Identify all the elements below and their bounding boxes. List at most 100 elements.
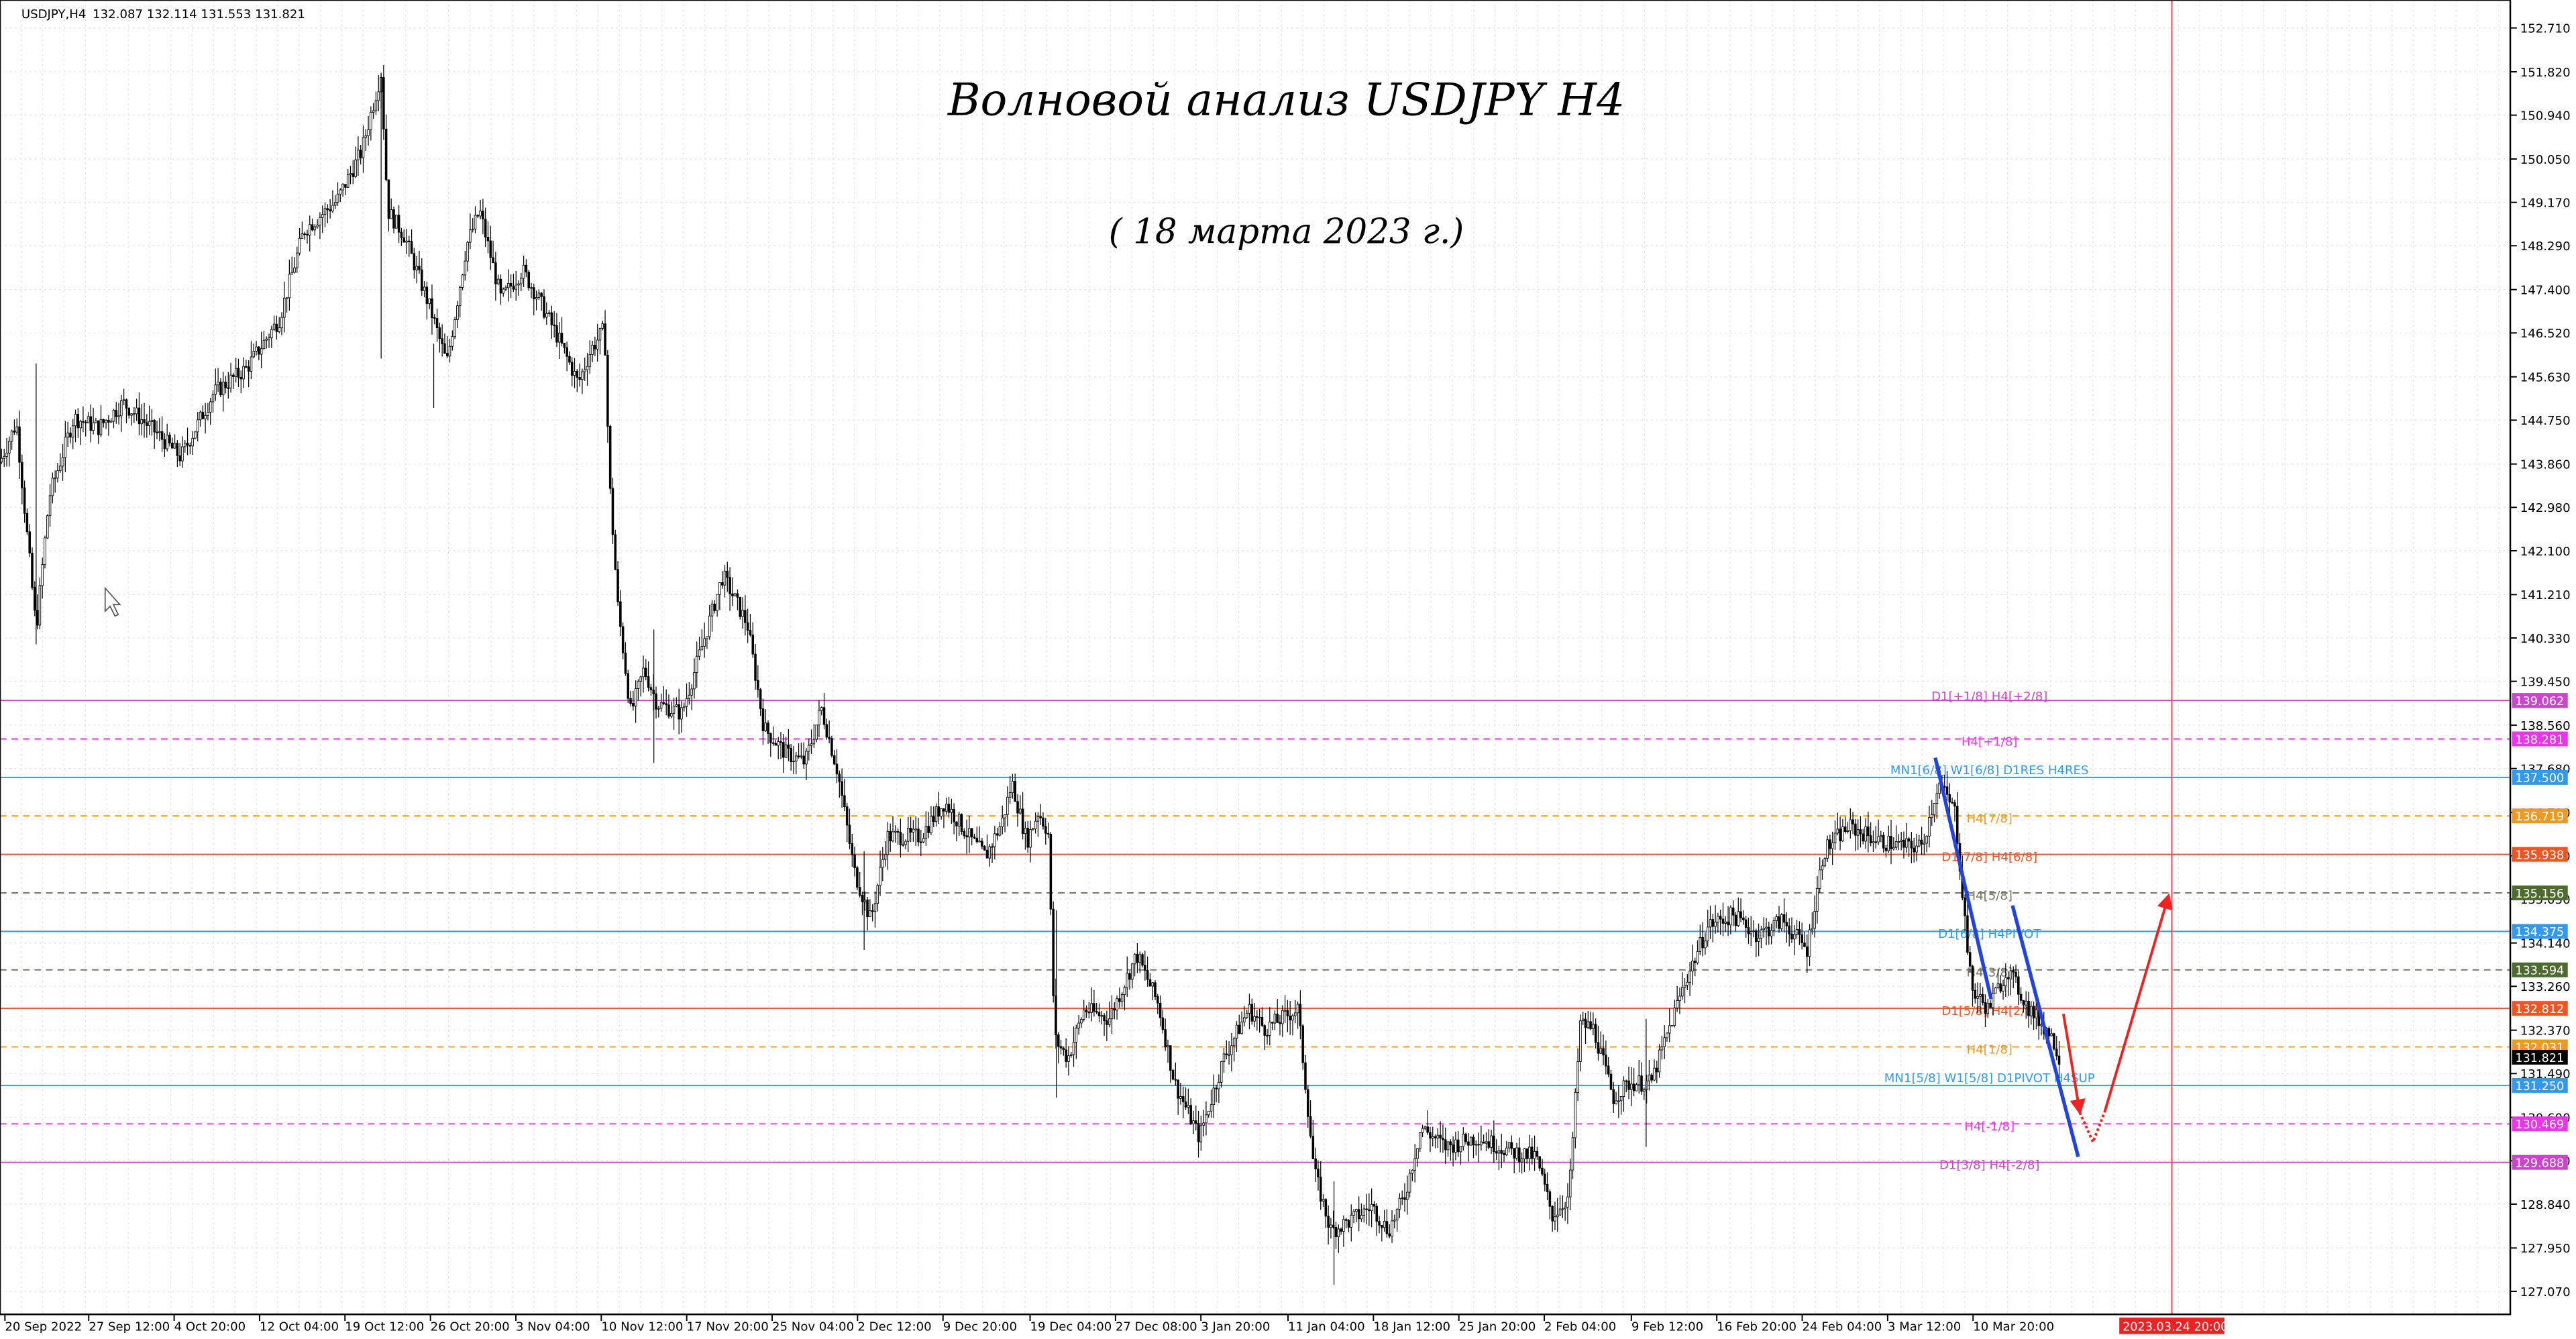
candle-body — [907, 828, 910, 842]
candle-body — [2025, 1000, 2027, 1006]
candle-body — [1851, 819, 1854, 824]
candle-body — [922, 838, 925, 843]
candle-body — [550, 312, 553, 325]
grid — [0, 0, 2511, 1315]
candle-body — [1831, 843, 1834, 849]
price-tick-label: 150.050 — [2520, 153, 2571, 167]
candle-body — [953, 808, 955, 822]
candle-body — [1653, 1067, 1656, 1081]
candle-body — [1065, 1049, 1067, 1062]
candle-body — [64, 437, 67, 458]
candle-body — [1057, 1034, 1060, 1047]
price-tick-label: 152.710 — [2520, 21, 2571, 36]
candle-body — [166, 435, 168, 449]
candle-body — [2002, 985, 2004, 992]
level-label: H4[1/8] — [1967, 1042, 2012, 1057]
candle-body — [1648, 1075, 1651, 1081]
candle-body — [1093, 1003, 1095, 1012]
candle-body — [125, 399, 128, 409]
candle-body — [624, 652, 627, 674]
candle-body — [596, 339, 599, 350]
candle-body — [1775, 916, 1778, 921]
level-label: H4[+1/8] — [1962, 735, 2018, 749]
candle-body — [2019, 994, 2023, 1001]
candle-body — [667, 704, 670, 717]
candle-body — [570, 362, 574, 376]
candle-body — [1981, 994, 1984, 1003]
candle-body — [1505, 1147, 1508, 1156]
time-tick-label: 2 Feb 04:00 — [1544, 1320, 1616, 1334]
candle-body — [1157, 996, 1159, 1004]
candle-body — [1752, 930, 1755, 932]
candle-body — [377, 91, 380, 101]
candle-body — [787, 744, 790, 749]
candle-body — [1678, 996, 1681, 1001]
candle-body — [782, 742, 785, 758]
candle-body — [1999, 983, 2002, 992]
candle-body — [1568, 1169, 1572, 1197]
candle-body — [374, 100, 378, 111]
price-tick-label: 146.520 — [2520, 327, 2571, 341]
time-tick-label: 19 Oct 12:00 — [345, 1320, 424, 1334]
candle-body — [1757, 938, 1760, 942]
candle-body — [1518, 1147, 1521, 1163]
candle-body — [1301, 1025, 1304, 1063]
candle-body — [909, 828, 912, 833]
candle-body — [76, 414, 80, 429]
candle-body — [619, 601, 622, 627]
candle-body — [2053, 1033, 2055, 1050]
candle-body — [914, 828, 917, 831]
candle-body — [492, 257, 494, 264]
candle-body — [1696, 951, 1699, 963]
candle-body — [1643, 1089, 1646, 1092]
candle-body — [451, 336, 454, 347]
candle-body — [384, 128, 388, 180]
candle-body — [21, 462, 23, 488]
candle-body — [372, 110, 375, 113]
candle-body — [290, 272, 293, 275]
candle-body — [1943, 786, 1946, 788]
candle-body — [301, 233, 304, 239]
level-label: MN1[6/8] W1[6/8] D1RES H4RES — [1890, 763, 2089, 778]
candle-body — [1378, 1221, 1381, 1226]
candle-body — [89, 416, 93, 431]
candle-body — [1161, 1017, 1165, 1030]
candle-body — [13, 430, 16, 433]
candle-body — [1169, 1045, 1172, 1071]
candle-body — [1729, 907, 1732, 926]
candle-body — [1935, 793, 1939, 804]
candle-body — [370, 111, 372, 130]
time-tick-label: 20 Sep 2022 — [5, 1320, 82, 1334]
candle-body — [746, 622, 749, 631]
candle-body — [1001, 817, 1004, 827]
level-label: H4[7/8] — [1967, 812, 2012, 826]
candle-body — [479, 211, 482, 217]
time-tick-label: 24 Feb 04:00 — [1803, 1320, 1882, 1334]
level-price-box-label: 134.375 — [2515, 926, 2564, 939]
candle-body — [242, 366, 245, 380]
candle-body — [354, 159, 357, 177]
current-price-label: 131.821 — [2515, 1052, 2564, 1065]
price-tick-label: 128.840 — [2520, 1198, 2571, 1212]
candle-body — [917, 828, 920, 843]
candle-body — [1375, 1206, 1379, 1222]
candle-body — [1212, 1087, 1216, 1106]
candle-body — [326, 208, 329, 211]
candle-body — [1951, 802, 1953, 804]
candle-body — [229, 374, 232, 388]
candle-body — [1724, 921, 1727, 924]
candle-body — [476, 215, 480, 217]
candle-body — [2004, 977, 2007, 986]
candle-body — [1416, 1148, 1419, 1159]
candle-body — [255, 346, 258, 352]
candle-body — [1490, 1135, 1493, 1148]
candle-body — [507, 282, 510, 288]
candle-body — [1004, 814, 1006, 818]
candle-body — [1269, 1022, 1271, 1036]
candle-body — [535, 297, 538, 300]
candle-body — [1342, 1219, 1345, 1232]
candle-body — [1151, 982, 1154, 987]
candle-body — [2012, 970, 2015, 973]
candle-body — [1011, 781, 1014, 794]
candle-body — [685, 698, 688, 707]
